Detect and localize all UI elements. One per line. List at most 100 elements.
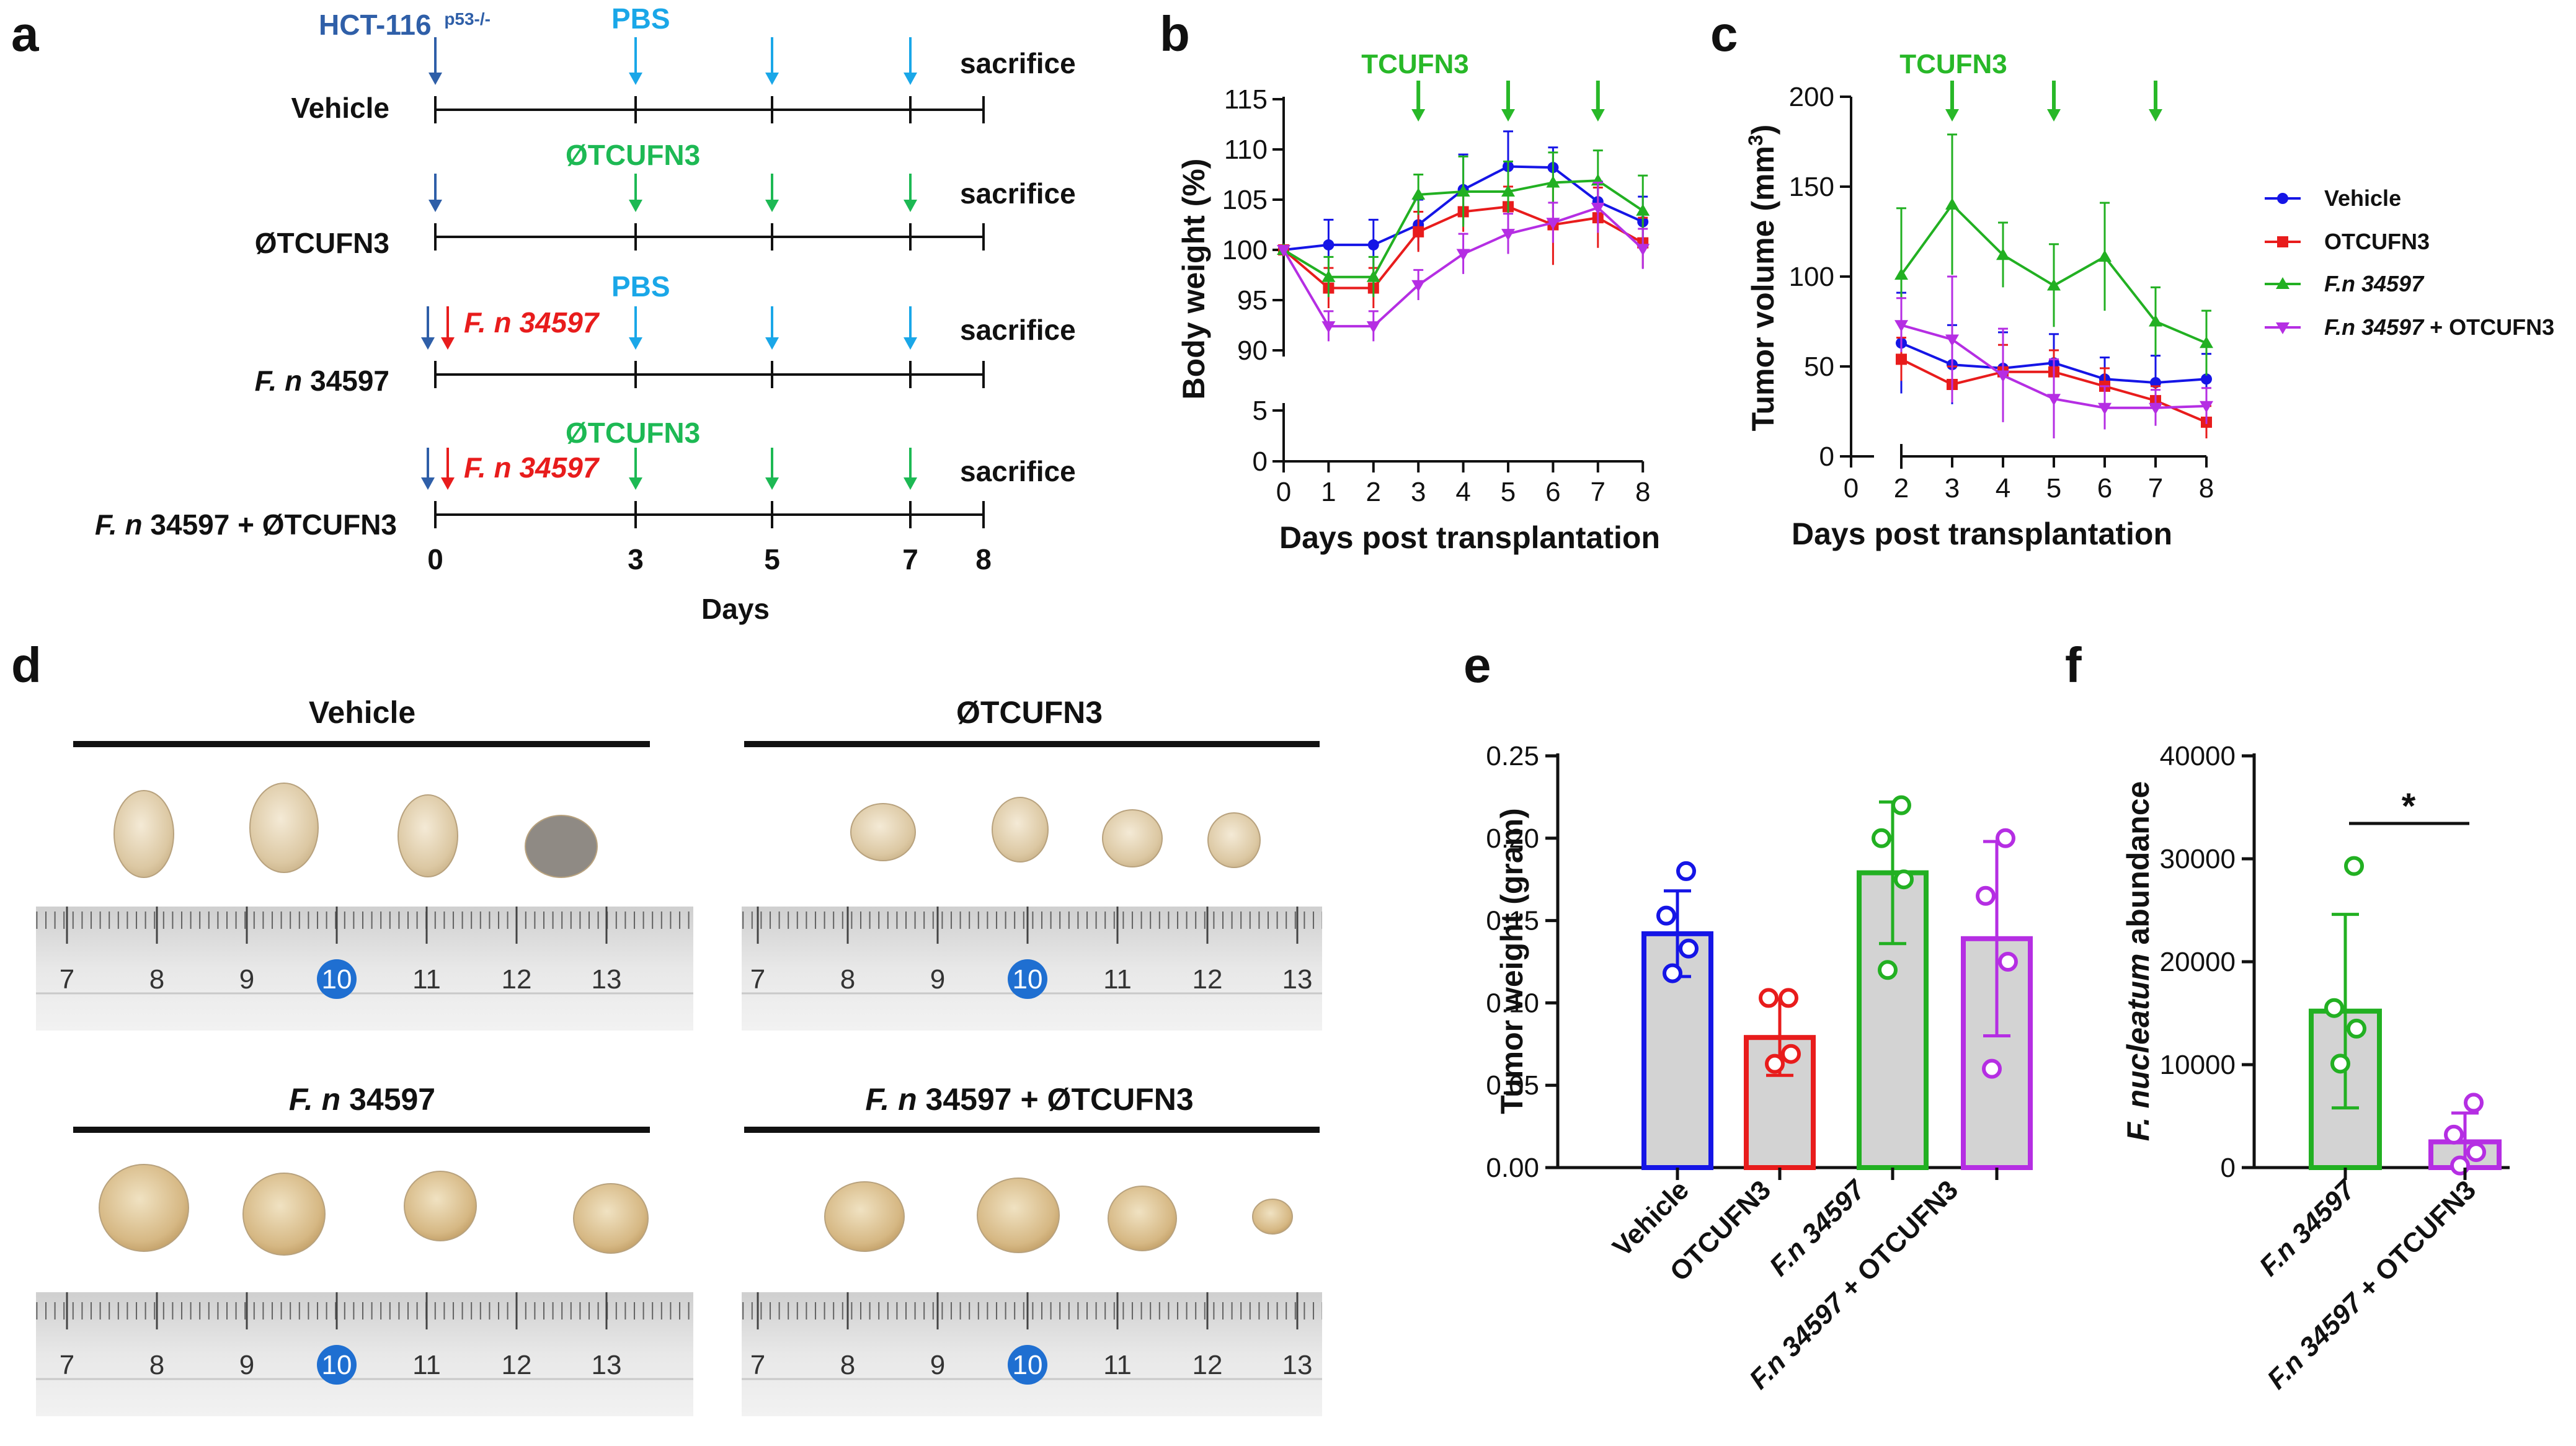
chart-c-yticklabel-0: 0 — [1819, 441, 1834, 472]
chart-e-dot-0-3 — [1663, 963, 1682, 983]
chart-f-xticklabel-0: F.n 34597 — [2254, 1174, 2362, 1282]
chart-e-dot-3-1 — [1976, 885, 1996, 906]
row-label-fn-phage: F. n 34597 + ØTCUFN3 — [95, 508, 397, 541]
legend-label-2: F.n 34597 — [2324, 271, 2425, 296]
chart-b-point-2-5 — [1501, 185, 1515, 197]
dose-arrow-2-3-head — [629, 337, 642, 350]
chart-f-yticklabel-40000: 40000 — [2160, 741, 2236, 771]
dose-arrow-3-3-head — [629, 477, 642, 490]
chart-c-treatment-arrow-5-head — [2047, 109, 2061, 122]
ruler-number-fn-0: 7 — [60, 1350, 74, 1380]
chart-b-point-2-1 — [1321, 270, 1336, 282]
chart-c-point-3-5 — [2149, 402, 2162, 415]
chart-c-xticklabel-7: 7 — [2148, 473, 2163, 503]
sacrifice-label-4: sacrifice — [960, 455, 1076, 487]
ruler-number-fn-phage-3: 10 — [1013, 1350, 1043, 1380]
sacrifice-label-2: sacrifice — [960, 177, 1076, 210]
row-label-vehicle: Vehicle — [291, 92, 389, 124]
chart-f-ylabel-text: abundance — [2121, 781, 2156, 954]
ruler-number-fn-phage-1: 8 — [840, 1350, 855, 1380]
ruler-number-vehicle-6: 13 — [592, 964, 622, 995]
chart-f-ylabel: F. nucleatum abundance — [2121, 781, 2156, 1142]
chart-f-yticklabel-10000: 10000 — [2160, 1050, 2236, 1080]
legend-label-0: Vehicle — [2324, 185, 2401, 211]
chart-c-point-2-4 — [2098, 250, 2112, 262]
chart-c-point-2-1 — [1945, 198, 1959, 210]
tumor-fn-phage-3 — [1108, 1186, 1177, 1251]
timeline-tick-7: 7 — [902, 543, 918, 575]
chart-e-dot-0-2 — [1679, 938, 1699, 959]
chart-b-title: TCUFN3 — [1361, 49, 1469, 79]
chart-e-dot-1-1 — [1759, 988, 1779, 1008]
chart-f-dot-0-3 — [2330, 1053, 2350, 1074]
row-label-fn-phage-text: 34597 + ØTCUFN3 — [143, 508, 397, 541]
chart-c-yticklabel-100: 100 — [1789, 262, 1834, 292]
photo-title-phage: ØTCUFN3 — [956, 695, 1103, 730]
hct-arrow-3-head — [421, 477, 435, 490]
chart-b-xticklabel-0: 0 — [1276, 477, 1291, 507]
phage-label-2: ØTCUFN3 — [566, 417, 700, 449]
chart-b-point-3-1 — [1321, 321, 1336, 334]
chart-e-yticklabel-0.20: 0.20 — [1486, 823, 1539, 854]
chart-b-xticklabel-5: 5 — [1501, 477, 1516, 507]
dose-arrow-1-3-head — [629, 200, 642, 212]
chart-c-ylabel-end: ) — [1746, 125, 1780, 135]
legend-label-italic-3: F.n 34597 — [2324, 314, 2425, 340]
ruler-number-phage-6: 13 — [1282, 964, 1313, 995]
tumor-fn-3 — [404, 1171, 477, 1241]
chart-f-dot-1-1 — [2444, 1124, 2464, 1145]
chart-c-point-2-0 — [1894, 268, 1908, 280]
chart-f-yticklabel-20000: 20000 — [2160, 947, 2236, 977]
chart-c-point-3-2 — [1996, 370, 2010, 383]
chart-f-xticklabel-italic-1: F.n 34597 — [2262, 1287, 2370, 1395]
tumor-fn-phage-4 — [1252, 1199, 1293, 1235]
ruler-number-fn-phage-2: 9 — [930, 1350, 945, 1380]
chart-f-yticklabel-0: 0 — [2221, 1153, 2236, 1183]
ruler-number-fn-phage-0: 7 — [750, 1350, 765, 1380]
panel-label-a: a — [11, 6, 39, 61]
chart-c-xticklabel-4: 4 — [1996, 473, 2010, 503]
legend-label-text-0: Vehicle — [2324, 185, 2401, 211]
chart-e-dot-2-0 — [1891, 795, 1911, 815]
chart-c-point-3-1 — [1945, 334, 1959, 347]
hct-arrow-1-head — [429, 200, 442, 212]
panel-label-f: f — [2065, 637, 2082, 693]
chart-e-yticklabel-0.10: 0.10 — [1486, 988, 1539, 1018]
chart-b-xticklabel-7: 7 — [1591, 477, 1606, 507]
chart-c-xticklabel-6: 6 — [2097, 473, 2112, 503]
timeline-tick-3: 3 — [628, 543, 644, 575]
tumor-photos: Vehicle ØTCUFN3 F. n 34597 F. n 34597 + … — [36, 695, 1322, 1416]
chart-e-dot-3-0 — [1996, 828, 2015, 848]
photo-title-phage-text: ØTCUFN3 — [956, 695, 1103, 730]
chart-f-dot-0-2 — [2347, 1018, 2366, 1039]
row-label-phage-text: ØTCUFN3 — [255, 227, 389, 259]
ruler-number-phage-5: 12 — [1193, 964, 1223, 995]
chart-b-xticklabel-1: 1 — [1321, 477, 1336, 507]
chart-f-significance-star: * — [2402, 786, 2416, 827]
chart-c-ylabel-main: Tumor volume (mm — [1746, 146, 1780, 431]
hct-name: HCT-116 — [319, 9, 432, 41]
chart-b-yticklabel-115: 115 — [1224, 84, 1268, 115]
chart-b-treatment-arrow-3-head — [1411, 109, 1426, 122]
chart-c-ylabel: Tumor volume (mm3) — [1744, 125, 1780, 432]
dose-arrow-2-7-head — [904, 337, 917, 350]
chart-b-xticklabel-4: 4 — [1455, 477, 1470, 507]
chart-c-yticklabel-50: 50 — [1804, 352, 1834, 382]
chart-b-yticklabel-105: 105 — [1222, 185, 1268, 215]
chart-f-xticklabel-text-1: + OTCUFN3 — [2347, 1174, 2482, 1309]
ruler-number-vehicle-4: 11 — [412, 964, 441, 995]
panel-label-c: c — [1710, 6, 1738, 61]
ruler-ticks-fn — [36, 1292, 693, 1329]
chart-b-point-3-5 — [1501, 229, 1515, 241]
chart-c-xlabel: Days post transplantation — [1792, 517, 2172, 551]
ruler-number-fn-6: 13 — [592, 1350, 622, 1380]
chart-e-dot-2-3 — [1878, 960, 1898, 980]
chart-e-yticklabel-0.25: 0.25 — [1486, 741, 1539, 771]
treatment-timeline: HCT-116 p53-/- PBS ØTCUFN3 PBS ØTCUFN3 F… — [95, 2, 1076, 625]
chart-b-point-2-6 — [1546, 175, 1560, 188]
chart-c-point-2-2 — [1996, 248, 2010, 260]
chart-e-dot-3-2 — [1998, 952, 2018, 972]
chart-e-dot-1-0 — [1779, 988, 1798, 1008]
ruler-number-vehicle-0: 7 — [60, 964, 74, 995]
